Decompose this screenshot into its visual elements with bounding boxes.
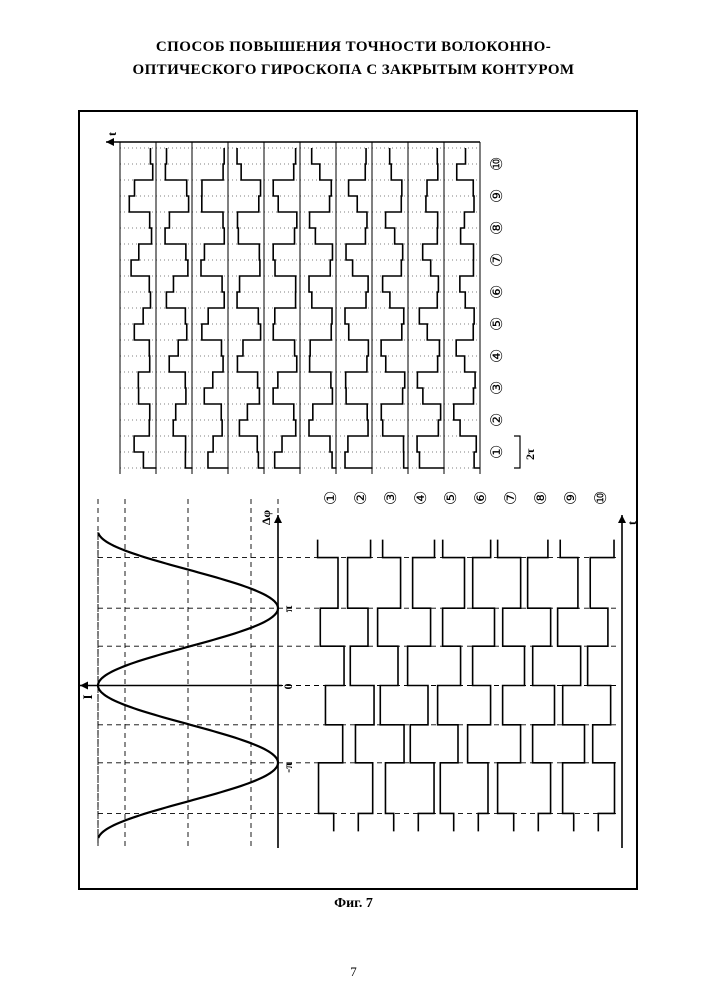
page: СПОСОБ ПОВЫШЕНИЯ ТОЧНОСТИ ВОЛОКОННО- ОПТ… [0, 0, 707, 1000]
svg-text:0: 0 [281, 684, 295, 690]
page-title: СПОСОБ ПОВЫШЕНИЯ ТОЧНОСТИ ВОЛОКОННО- ОПТ… [0, 36, 707, 81]
svg-text:⑥: ⑥ [489, 285, 506, 299]
figure-frame: IΔφ0-ππ①②③④⑤⑥⑦⑧⑨⑩tt①②③④⑤⑥⑦⑧⑨⑩2τ [78, 110, 638, 890]
svg-text:t: t [625, 521, 636, 525]
svg-text:⑨: ⑨ [489, 189, 506, 203]
title-line-1: СПОСОБ ПОВЫШЕНИЯ ТОЧНОСТИ ВОЛОКОННО- [156, 39, 551, 55]
svg-text:⑦: ⑦ [489, 253, 506, 267]
svg-text:Δφ: Δφ [259, 509, 273, 525]
figure-caption: Фиг. 7 [0, 896, 707, 912]
svg-text:①: ① [323, 491, 340, 505]
svg-text:⑨: ⑨ [563, 491, 580, 505]
svg-text:⑧: ⑧ [533, 491, 550, 505]
svg-text:⑧: ⑧ [489, 221, 506, 235]
svg-text:③: ③ [383, 491, 400, 505]
svg-text:④: ④ [489, 349, 506, 363]
svg-text:π: π [281, 605, 295, 612]
svg-text:②: ② [353, 491, 370, 505]
title-line-2: ОПТИЧЕСКОГО ГИРОСКОПА С ЗАКРЫТЫМ КОНТУРО… [133, 62, 575, 78]
svg-text:⑩: ⑩ [489, 157, 506, 171]
svg-text:④: ④ [413, 491, 430, 505]
figure-svg: IΔφ0-ππ①②③④⑤⑥⑦⑧⑨⑩tt①②③④⑤⑥⑦⑧⑨⑩2τ [80, 112, 636, 888]
page-number: 7 [0, 964, 707, 980]
svg-text:⑤: ⑤ [489, 317, 506, 331]
svg-text:⑥: ⑥ [473, 491, 490, 505]
svg-text:⑦: ⑦ [503, 491, 520, 505]
svg-text:③: ③ [489, 381, 506, 395]
svg-text:2τ: 2τ [523, 448, 537, 460]
svg-text:①: ① [489, 445, 506, 459]
svg-text:②: ② [489, 413, 506, 427]
svg-text:⑩: ⑩ [593, 491, 610, 505]
svg-text:t: t [105, 132, 119, 136]
svg-text:I: I [80, 694, 95, 699]
svg-text:⑤: ⑤ [443, 491, 460, 505]
svg-text:-π: -π [281, 762, 295, 773]
